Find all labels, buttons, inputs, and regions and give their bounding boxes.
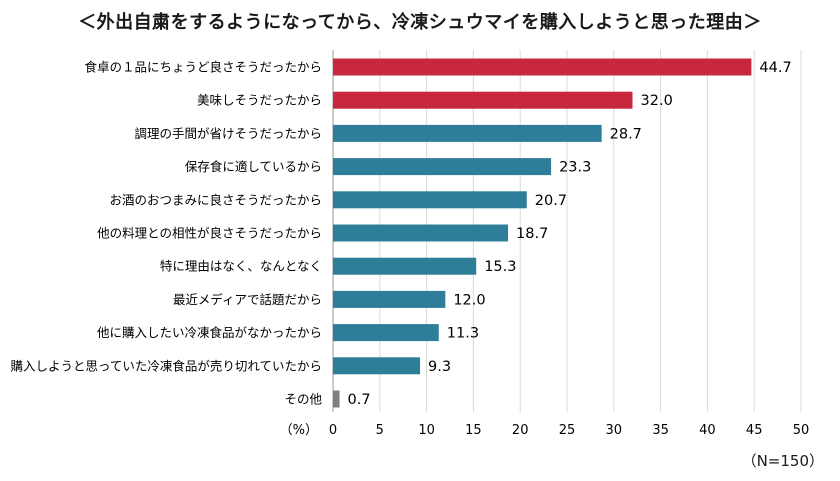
x-tick-label: 40 bbox=[699, 423, 716, 438]
category-label: 特に理由はなく、なんとなく bbox=[160, 259, 322, 274]
value-label: 0.7 bbox=[348, 392, 371, 408]
x-tick-label: 0 bbox=[329, 423, 337, 438]
bar bbox=[333, 257, 477, 275]
category-label: 購入しようと思っていた冷凍食品が売り切れていたから bbox=[10, 358, 322, 373]
bar bbox=[333, 324, 439, 342]
category-label: 保存食に適しているから bbox=[185, 159, 322, 174]
value-label: 28.7 bbox=[610, 126, 642, 142]
x-axis-unit-label: （%） bbox=[280, 423, 318, 438]
value-label: 18.7 bbox=[516, 226, 548, 242]
sample-size-note: （N=150） bbox=[741, 452, 824, 470]
bar bbox=[333, 390, 340, 408]
category-labels: 食卓の１品にちょうど良さそうだったから美味しそうだったから調理の手間が省けそうだ… bbox=[10, 60, 322, 407]
bar bbox=[333, 91, 633, 109]
x-tick-label: 25 bbox=[559, 423, 576, 438]
category-label: 食卓の１品にちょうど良さそうだったから bbox=[84, 60, 322, 75]
value-label: 12.0 bbox=[453, 292, 485, 308]
x-tick-label: 10 bbox=[418, 423, 435, 438]
category-label: 他に購入したい冷凍食品がなかったから bbox=[97, 325, 322, 340]
x-tick-label: 30 bbox=[606, 423, 623, 438]
category-label: 最近メディアで話題だから bbox=[173, 292, 322, 307]
chart-title: ＜外出自粛をするようになってから、冷凍シュウマイを購入しようと思った理由＞ bbox=[78, 12, 762, 33]
bars bbox=[333, 58, 752, 408]
category-label: お酒のおつまみに良さそうだったから bbox=[109, 192, 322, 207]
value-labels: 44.7 32.0 28.7 23.3 20.7 18.7 15.3 12.0 11.3 9.3 0… bbox=[348, 60, 792, 408]
value-label: 20.7 bbox=[535, 193, 567, 209]
x-tick-label: 15 bbox=[465, 423, 482, 438]
bar bbox=[333, 224, 509, 242]
bar bbox=[333, 58, 752, 76]
x-tick-label: 45 bbox=[746, 423, 763, 438]
x-tick-label: 20 bbox=[512, 423, 529, 438]
category-label: 調理の手間が省けそうだったから bbox=[134, 126, 322, 141]
value-label: 11.3 bbox=[447, 326, 479, 342]
x-tick-label: 50 bbox=[793, 423, 810, 438]
value-label: 15.3 bbox=[484, 259, 516, 275]
value-label: 44.7 bbox=[759, 60, 791, 76]
bar bbox=[333, 290, 446, 308]
x-tick-label: 5 bbox=[376, 423, 384, 438]
x-tick-labels: 0 5 10 15 20 25 30 35 40 45 50 bbox=[329, 423, 809, 438]
bar bbox=[333, 158, 552, 176]
bar bbox=[333, 357, 421, 375]
value-label: 9.3 bbox=[428, 359, 451, 375]
category-label: 他の料理との相性が良さそうだったから bbox=[97, 226, 322, 241]
category-label: その他 bbox=[284, 392, 322, 407]
value-label: 32.0 bbox=[641, 93, 673, 109]
bar bbox=[333, 191, 527, 209]
category-label: 美味しそうだったから bbox=[197, 93, 322, 108]
bar bbox=[333, 124, 602, 142]
x-tick-label: 35 bbox=[652, 423, 669, 438]
value-label: 23.3 bbox=[559, 160, 591, 176]
